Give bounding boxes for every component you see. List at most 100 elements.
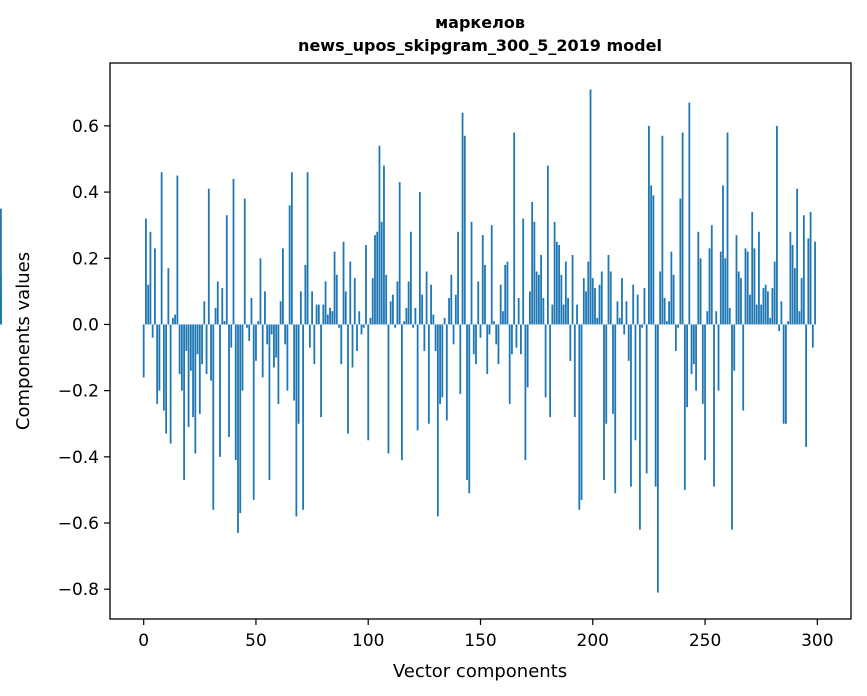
bar: [463, 135, 466, 325]
bar: [535, 271, 538, 325]
bar: [688, 102, 691, 325]
bar: [322, 304, 325, 325]
bar: [241, 324, 244, 391]
bar: [674, 324, 677, 351]
bar: [497, 324, 500, 365]
bar: [430, 284, 432, 325]
bar: [167, 268, 170, 325]
bar: [764, 284, 767, 325]
bar: [412, 324, 415, 328]
bar: [731, 324, 733, 530]
y-tick-label: 0.6: [72, 117, 99, 137]
bar: [555, 241, 558, 325]
bar: [479, 324, 482, 338]
bar: [210, 324, 212, 381]
bar: [650, 185, 653, 325]
bar: [387, 324, 390, 454]
bar: [632, 284, 635, 325]
bar: [502, 311, 504, 325]
bar: [504, 264, 507, 325]
y-tick-label: −0.6: [58, 514, 99, 534]
bar: [331, 311, 334, 325]
bar: [488, 324, 491, 335]
bar: [248, 324, 251, 341]
bar: [639, 324, 641, 530]
bar: [421, 294, 424, 325]
bar: [371, 278, 374, 325]
bar: [234, 324, 237, 461]
bar: [306, 172, 309, 325]
bar: [192, 324, 194, 418]
bar: [427, 324, 430, 424]
bar: [767, 291, 769, 325]
bar: [782, 324, 785, 424]
bar: [147, 284, 150, 325]
bar: [596, 317, 599, 325]
bar: [546, 165, 549, 325]
bar: [189, 324, 192, 371]
bar: [508, 324, 511, 404]
bar: [493, 321, 495, 325]
y-axis-label: Components values: [13, 252, 34, 430]
bar: [659, 271, 662, 325]
bar: [273, 324, 275, 368]
bar: [569, 324, 572, 361]
y-tick-label: −0.8: [58, 580, 99, 600]
bar: [511, 324, 513, 355]
bar: [609, 271, 612, 325]
bar: [665, 321, 668, 325]
bar: [344, 291, 347, 325]
bar: [187, 324, 190, 428]
chart-title: маркелов: [435, 13, 525, 32]
bar: [443, 317, 446, 325]
bar: [672, 274, 675, 325]
bar: [198, 324, 201, 414]
bar: [773, 261, 776, 325]
bar: [802, 215, 805, 325]
bar: [335, 274, 338, 325]
bar: [466, 324, 468, 480]
bar: [800, 278, 803, 325]
bar: [284, 324, 287, 345]
bar: [551, 304, 554, 325]
bar: [457, 231, 459, 325]
bar: [225, 215, 228, 325]
bar: [275, 324, 278, 358]
bar: [176, 175, 179, 325]
bar: [630, 324, 632, 487]
bar: [313, 324, 316, 365]
bar: [789, 231, 792, 325]
y-tick-label: −0.2: [58, 382, 99, 402]
bar: [621, 278, 623, 325]
bar: [686, 324, 688, 408]
bar: [286, 324, 289, 391]
x-tick-label: 250: [689, 631, 721, 651]
bar: [432, 314, 435, 325]
x-tick-label: 50: [245, 631, 267, 651]
bar: [697, 231, 700, 325]
y-tick-label: 0.0: [72, 315, 99, 335]
bar: [369, 317, 372, 325]
bar: [585, 291, 587, 325]
bar: [562, 304, 565, 325]
bar: [594, 288, 596, 325]
bar: [180, 324, 183, 391]
bar: [452, 324, 455, 345]
bar: [762, 288, 765, 325]
bar: [383, 165, 385, 325]
bar: [221, 288, 224, 325]
bar: [212, 324, 215, 510]
bar: [178, 324, 181, 375]
bar: [668, 301, 671, 325]
bar: [401, 324, 403, 461]
bar: [317, 304, 320, 325]
bar: [423, 324, 426, 351]
bar: [261, 324, 264, 378]
bar: [776, 125, 778, 325]
bar: [174, 314, 177, 325]
bar: [692, 324, 695, 365]
bar: [425, 271, 428, 325]
bar: [742, 324, 745, 411]
bar: [490, 225, 493, 325]
